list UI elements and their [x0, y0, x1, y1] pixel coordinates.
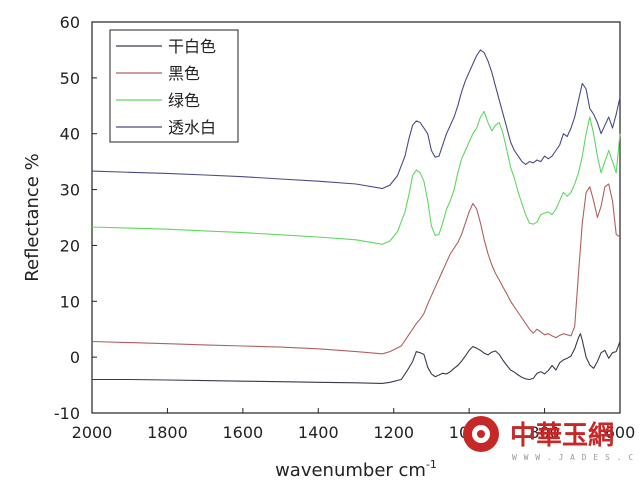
watermark: 中華玉網 W W W . J A D E S . C N [463, 416, 640, 462]
x-axis-title-text: wavenumber cm [275, 460, 426, 481]
series-line-1 [92, 333, 621, 384]
x-tick-label: 1800 [147, 423, 188, 442]
legend-label: 干白色 [168, 37, 216, 56]
y-tick-label: -10 [54, 404, 80, 423]
legend-label: 黑色 [168, 64, 200, 83]
watermark-title: 中華玉網 [510, 420, 614, 451]
y-axis-title: Reflectance % [22, 153, 43, 281]
legend-label: 透水白 [168, 118, 216, 137]
x-tick-label: 600 [605, 423, 636, 442]
series-line-4 [91, 49, 621, 190]
x-axis-title-superscript: -1 [426, 458, 437, 471]
y-tick-label: 40 [60, 125, 80, 144]
y-tick-label: 50 [60, 69, 80, 88]
y-axis-ticks: -10 0 10 20 30 40 50 60 [54, 13, 97, 423]
y-tick-label: 0 [70, 348, 80, 367]
x-axis-title: wavenumber cm-1 [275, 458, 437, 481]
x-tick-label: 1200 [373, 423, 414, 442]
watermark-subtitle: W W W . J A D E S . C N [512, 453, 640, 462]
y-tick-label: 60 [60, 13, 80, 32]
x-tick-label: 1600 [222, 423, 263, 442]
x-tick-label: 2000 [72, 423, 113, 442]
series-line-3 [91, 110, 621, 245]
series-layer [91, 49, 621, 384]
plot-frame [91, 21, 621, 414]
x-tick-label: 1400 [298, 423, 339, 442]
x-tick-label: 800 [529, 423, 560, 442]
series-line-2 [91, 183, 621, 355]
y-tick-label: 20 [60, 236, 80, 255]
legend-box [109, 29, 239, 143]
legend-label: 绿色 [168, 91, 200, 110]
watermark-logo-core [477, 430, 485, 438]
y-tick-label: 10 [60, 292, 80, 311]
y-tick-label: 30 [60, 181, 80, 200]
